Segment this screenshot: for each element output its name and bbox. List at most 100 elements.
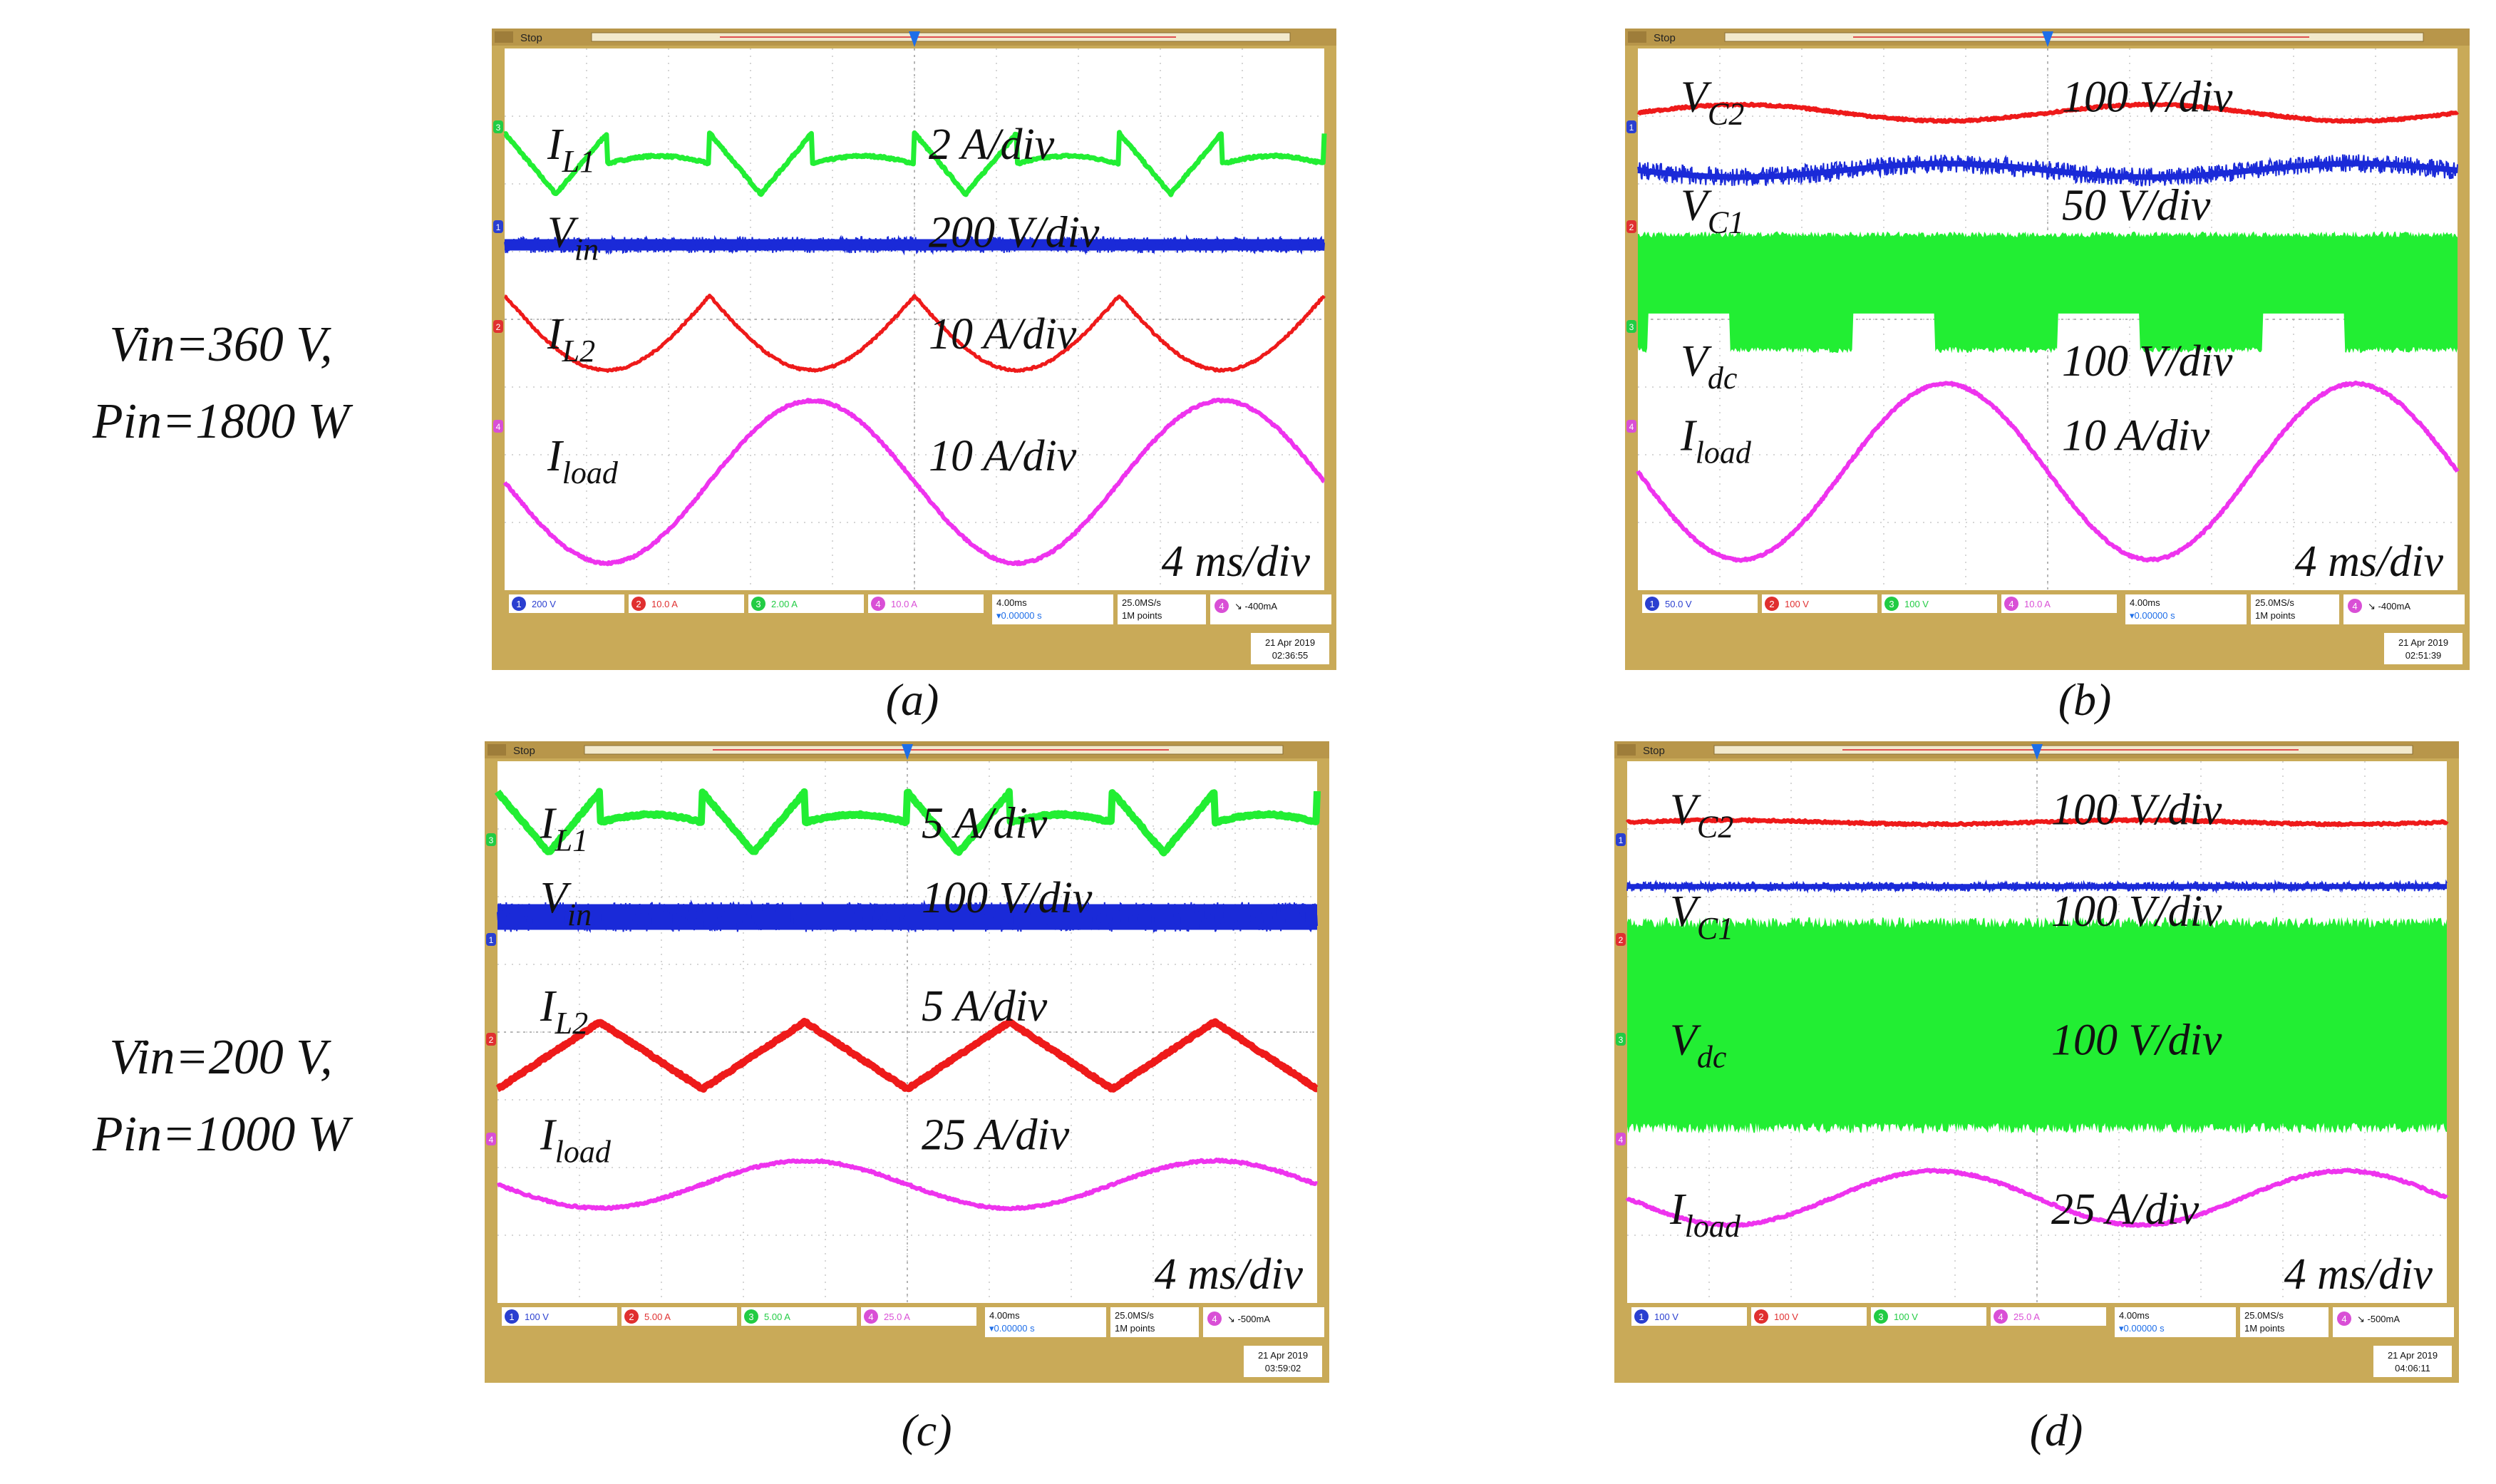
channel-info-box — [868, 594, 984, 613]
channel-info-num: 2 — [1758, 1312, 1763, 1322]
channel-marker-2 — [1616, 933, 1626, 946]
horizontal-info-scale: 4.00ms — [2119, 1310, 2150, 1321]
trace-scale-V_in: 200 V/div — [929, 209, 1100, 257]
trace-scale-V_C2: 100 V/div — [2062, 73, 2233, 122]
sample-info-box — [2251, 594, 2339, 624]
channel-marker-3 — [1616, 1033, 1626, 1046]
timestamp-date: 21 Apr 2019 — [2388, 1350, 2438, 1361]
timestamp-time: 03:59:02 — [1265, 1363, 1301, 1374]
trigger-channel-dot — [1207, 1312, 1222, 1326]
sample-info-rate: 25.0MS/s — [2244, 1310, 2284, 1321]
trace-subscript: C1 — [1708, 205, 1744, 240]
channel-info-dot — [631, 597, 646, 611]
trace-scale-V_in: 100 V/div — [922, 874, 1093, 922]
channel-info-dot — [744, 1309, 758, 1324]
trace-symbol: V — [547, 209, 579, 257]
trace-scale-V_C1: 100 V/div — [2051, 887, 2222, 936]
trace-symbol: V — [1670, 1016, 1701, 1065]
channel-info-box — [1642, 594, 1758, 613]
channel-info-box — [1631, 1307, 1747, 1326]
channel-info-setting: 50.0 V — [1665, 599, 1692, 609]
trigger-level: ↘ -500mA — [1227, 1314, 1270, 1324]
trace-scale-V_C2: 100 V/div — [2051, 786, 2222, 835]
channel-marker-label: 1 — [496, 222, 501, 232]
row-label-1800w: Vin=360 V, Pin=1800 W — [21, 306, 421, 460]
channel-info-setting: 100 V — [1894, 1312, 1918, 1322]
channel-info-dot — [624, 1309, 639, 1324]
waveform-I_L1 — [494, 788, 1321, 857]
channel-marker-label: 2 — [489, 1035, 494, 1045]
channel-info-setting: 100 V — [525, 1312, 549, 1322]
channel-info-num: 2 — [636, 599, 641, 609]
sample-info-points: 1M points — [1115, 1323, 1155, 1334]
channel-info-setting: 25.0 A — [884, 1312, 910, 1322]
caption-d: (d) — [2029, 1405, 2083, 1455]
trace-symbol: V — [1681, 182, 1712, 230]
time-div-label: 4 ms/div — [1155, 1250, 1304, 1299]
trace-label-I_load: Iload — [547, 432, 619, 490]
trace-scale-I_load: 25 A/div — [922, 1111, 1070, 1160]
trace-scale-I_L1: 5 A/div — [922, 800, 1048, 848]
time-div-label: 4 ms/div — [1162, 537, 1311, 586]
horizontal-info-position: ▾0.00000 s — [989, 1323, 1035, 1334]
channel-info-setting: 10.0 A — [2024, 599, 2051, 609]
channel-marker-label: 2 — [1629, 222, 1634, 232]
trace-label-V_in: Vin — [547, 209, 599, 267]
timestamp-box — [2384, 633, 2463, 664]
trace-scale-V_dc: 100 V/div — [2051, 1016, 2222, 1065]
trace-label-V_dc: Vdc — [1681, 337, 1738, 396]
trigger-channel-dot — [2348, 599, 2362, 613]
channel-info-num: 4 — [868, 1312, 873, 1322]
channel-info-setting: 200 V — [532, 599, 556, 609]
trace-symbol: V — [540, 874, 572, 922]
trigger-info-box — [2333, 1307, 2454, 1337]
trace-scale-V_C1: 50 V/div — [2062, 182, 2211, 230]
waveform-I_load — [1625, 1168, 2449, 1228]
trigger-channel-num: 4 — [2341, 1314, 2346, 1324]
channel-info-box — [2001, 594, 2117, 613]
waveform-I_L1 — [503, 130, 1327, 197]
trace-subscript: in — [574, 232, 599, 267]
trace-label-I_load: Iload — [1669, 1185, 1741, 1244]
row-label-line1: Vin=360 V, — [109, 317, 333, 372]
trace-symbol: I — [547, 432, 564, 480]
trace-scale-I_L1: 2 A/div — [929, 120, 1055, 169]
channel-info-num: 1 — [1639, 1312, 1644, 1322]
caption-b: (b) — [2058, 674, 2112, 725]
tek-logo — [1628, 31, 1646, 43]
channel-info-box — [1751, 1307, 1867, 1326]
horizontal-info-box — [2125, 594, 2247, 624]
channel-info-num: 1 — [509, 1312, 514, 1322]
channel-info-box — [629, 594, 744, 613]
tek-logo — [495, 31, 513, 43]
sample-info-points: 1M points — [2244, 1323, 2285, 1334]
channel-marker-3 — [1626, 320, 1636, 333]
channel-info-setting: 5.00 A — [644, 1312, 671, 1322]
graticule — [505, 48, 1324, 590]
time-div-label: 4 ms/div — [2284, 1250, 2433, 1299]
trace-label-V_C1: VC1 — [1681, 182, 1744, 240]
timestamp-box — [2373, 1346, 2452, 1377]
channel-info-dot — [1874, 1309, 1888, 1324]
channel-info-dot — [871, 597, 885, 611]
channel-info-num: 3 — [755, 599, 760, 609]
channel-info-num: 3 — [1878, 1312, 1883, 1322]
channel-info-dot — [751, 597, 765, 611]
channel-info-dot — [1765, 597, 1779, 611]
channel-marker-label: 3 — [489, 835, 494, 845]
trace-label-I_L1: IL1 — [540, 800, 588, 858]
waveform-I_load — [1636, 380, 2460, 563]
channel-info-setting: 100 V — [1654, 1312, 1678, 1322]
channel-marker-1 — [1626, 120, 1636, 133]
channel-info-setting: 100 V — [1774, 1312, 1798, 1322]
row-label-1000w: Vin=200 V, Pin=1000 W — [21, 1019, 421, 1173]
horizontal-info-box — [2115, 1307, 2236, 1337]
channel-info-num: 3 — [748, 1312, 753, 1322]
timestamp-time: 04:06:11 — [2395, 1363, 2430, 1374]
trace-subscript: load — [555, 1135, 612, 1170]
trace-subscript: load — [1685, 1209, 1741, 1244]
channel-info-num: 4 — [875, 599, 880, 609]
channel-info-box — [622, 1307, 737, 1326]
channel-marker-label: 4 — [496, 422, 501, 432]
